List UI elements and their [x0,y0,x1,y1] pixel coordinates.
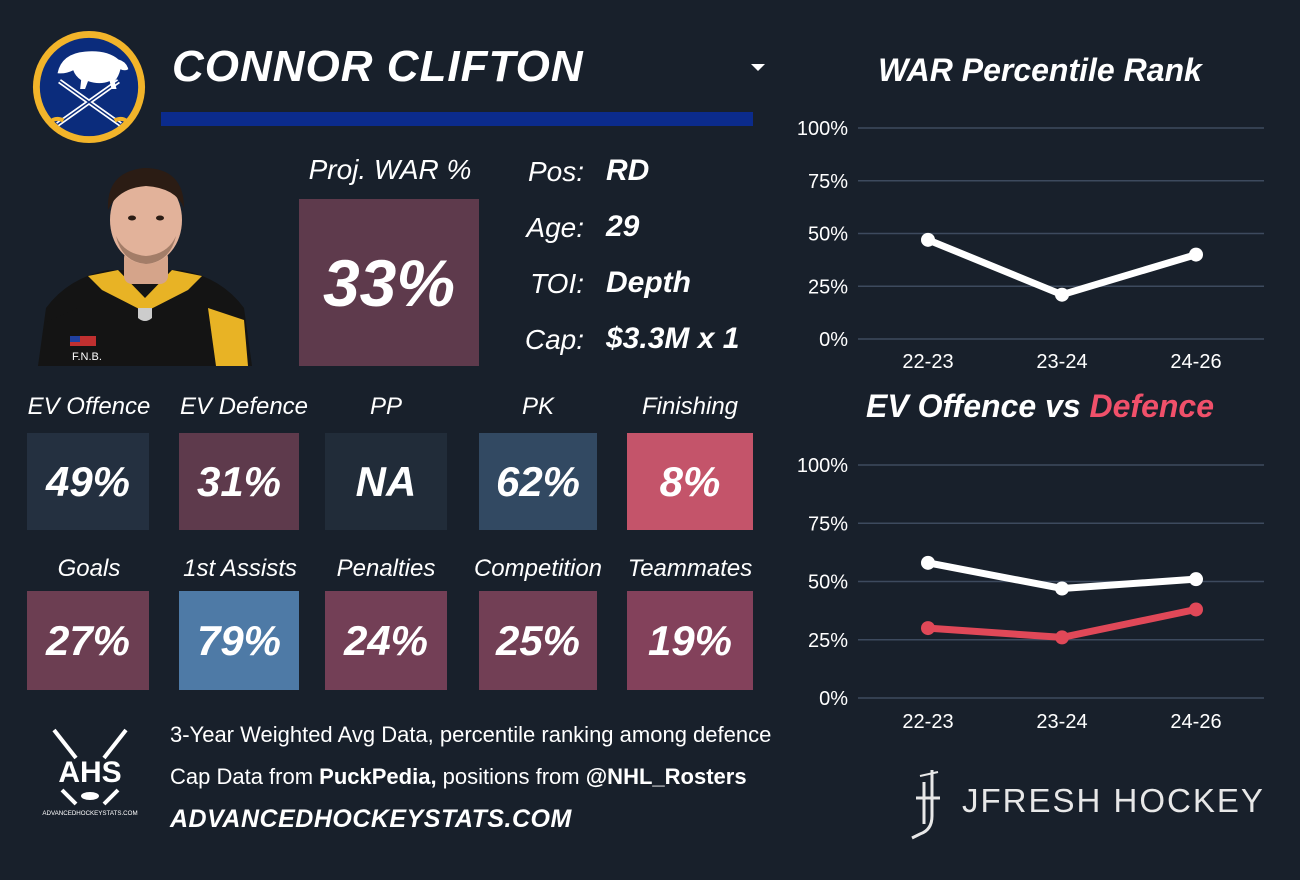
footer-note-data: 3-Year Weighted Avg Data, percentile ran… [170,722,772,747]
info-label-pos: Pos: [527,156,584,187]
info-value-toi: Depth [606,266,691,299]
war-chart-ytick-label: 75% [808,171,848,193]
proj-war-value: 33% [299,199,479,366]
player-headshot: F.N.B. [38,168,252,366]
war-chart-xtick-label: 22-23 [902,351,953,373]
svg-text:F.N.B.: F.N.B. [72,351,102,363]
stat-label-pp: PP [369,393,402,420]
proj-war-label: Proj. WAR % [308,154,472,185]
ahs-logo: AHS ADVANCEDHOCKEYSTATS.COM [42,728,138,817]
ahs-logo-subtext: ADVANCEDHOCKEYSTATS.COM [42,810,137,817]
stat-value-competition: 25% [479,591,597,690]
ev-chart-ytick-label: 100% [797,455,848,477]
stat-label-1st-assists: 1st Assists [183,555,297,582]
war-chart-data-point [1189,247,1203,262]
war-chart-xtick-label: 23-24 [1036,351,1087,373]
chevron-down-icon[interactable] [748,60,768,74]
footer-source-middle: positions from [436,764,586,789]
stat-value-ev-offence: 49% [27,433,149,530]
stat-value-pp: NA [325,433,447,530]
brand-name: JFRESH HOCKEY [962,782,1265,819]
stat-label-pk: PK [521,393,554,420]
info-value-age: 29 [606,210,640,243]
ev-chart-data-point [921,555,935,570]
player-name: CONNOR CLIFTON [172,42,584,91]
war-chart-ytick-label: 100% [797,118,848,140]
chart-title-ev-offence: EV Offence vs [865,388,1090,424]
ev-chart-xtick-label: 24-26 [1170,711,1221,733]
war-chart-data-point [1055,287,1069,302]
war-percentile-chart: 0% 25% 50% 75% 100% 22-23 23-24 24-26 [797,118,1264,373]
stat-value-pk: 62% [479,433,597,530]
info-value-cap: $3.3M x 1 [606,322,740,355]
chart-title-war: WAR Percentile Rank [878,52,1202,88]
jfresh-logo-icon [911,770,940,840]
ev-chart-data-point [1189,572,1203,587]
stat-value-finishing: 8% [627,433,753,530]
ev-chart-data-point [921,621,935,636]
team-logo [32,30,146,144]
nhl-rosters-link[interactable]: @NHL_Rosters [585,764,747,789]
ahs-logo-text: AHS [58,756,121,789]
info-value-pos: RD [606,154,650,187]
chart-title-ev-defence: Defence [1089,388,1215,424]
footer-note-sources: Cap Data from PuckPedia, positions from … [170,764,747,790]
stat-label-teammates: Teammates [627,555,753,582]
ev-chart-ytick-label: 25% [808,630,848,652]
stat-value-goals: 27% [27,591,149,690]
info-label-cap: Cap: [524,324,584,355]
ev-chart-ytick-label: 0% [819,688,848,710]
stat-label-ev-defence: EV Defence [179,393,309,420]
name-underline [161,112,753,126]
ev-chart-ytick-label: 75% [808,513,848,535]
war-chart-ytick-label: 25% [808,276,848,298]
info-label-toi: TOI: [530,268,584,299]
war-chart-data-point [921,232,935,247]
stat-value-penalties: 24% [325,591,447,690]
ev-chart-xtick-label: 23-24 [1036,711,1087,733]
ev-chart-data-point [1189,602,1203,617]
ev-chart-ytick-label: 50% [808,572,848,594]
stat-value-ev-defence: 31% [179,433,299,530]
stat-label-finishing: Finishing [641,393,739,420]
ev-chart-data-point [1055,630,1069,645]
ev-chart-xtick-label: 22-23 [902,711,953,733]
war-chart-xtick-label: 24-26 [1170,351,1221,373]
puckpedia-link[interactable]: PuckPedia, [319,764,437,789]
stat-label-ev-offence: EV Offence [27,393,151,420]
website-url[interactable]: ADVANCEDHOCKEYSTATS.COM [170,805,572,833]
info-label-age: Age: [526,212,584,243]
ev-offence-defence-chart: 0% 25% 50% 75% 100% 22-23 23-24 24-26 [797,455,1264,733]
chart-title-ev: EV Offence vs Defence [820,388,1260,425]
war-chart-ytick-label: 0% [819,329,848,351]
footer-source-prefix: Cap Data from [170,764,320,789]
stat-label-penalties: Penalties [336,555,436,582]
stat-value-1st-assists: 79% [179,591,299,690]
stat-label-goals: Goals [57,555,121,582]
ev-chart-data-point [1055,581,1069,596]
stat-value-teammates: 19% [627,591,753,690]
stat-label-competition: Competition [473,555,603,582]
war-chart-ytick-label: 50% [808,224,848,246]
